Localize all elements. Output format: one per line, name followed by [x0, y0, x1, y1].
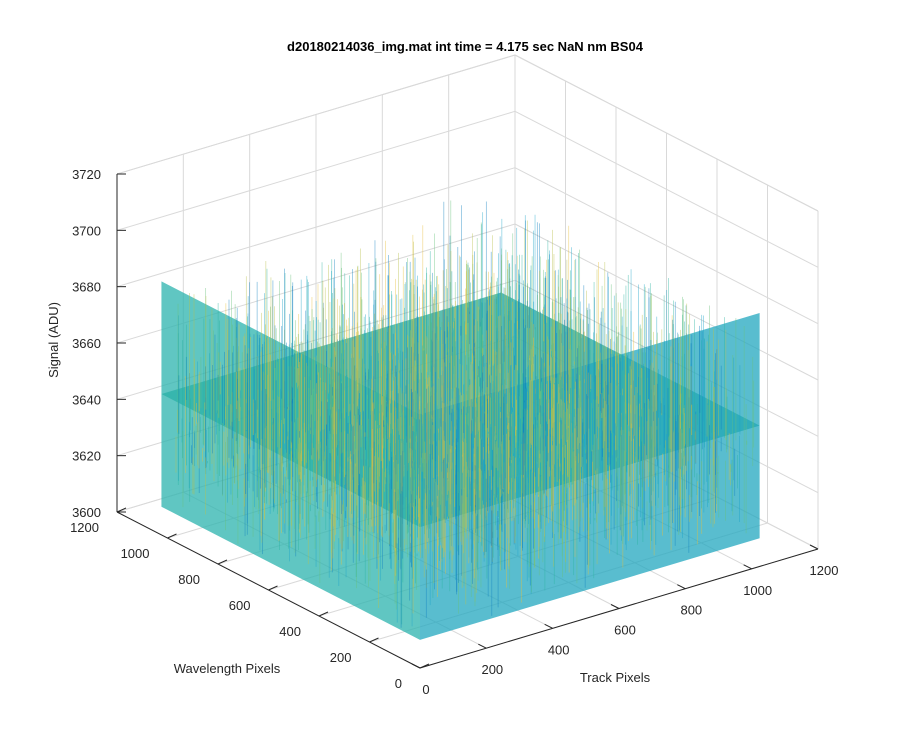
x-axis-label: Track Pixels: [580, 670, 651, 685]
y-axis-label: Wavelength Pixels: [174, 661, 281, 676]
z-tick-label: 3700: [72, 223, 101, 238]
tick-labels: 0 200 400 600 800 1000 1200 0 200 400 600 800 1000 12…: [70, 167, 838, 697]
y-tick-label: 0: [395, 676, 402, 691]
z-tick-label: 3720: [72, 167, 101, 182]
x-tick: [809, 544, 819, 550]
y-tick: [217, 559, 228, 565]
y-tick-label: 1000: [121, 546, 150, 561]
y-tick-label: 400: [279, 624, 301, 639]
grid-line: [514, 110, 819, 268]
y-tick-label: 1200: [70, 520, 99, 535]
x-tick: [478, 643, 487, 649]
x-tick-label: 1000: [743, 583, 772, 598]
x-tick-label: 400: [548, 642, 570, 657]
x-tick-label: 600: [614, 623, 636, 638]
x-tick: [743, 564, 752, 570]
y-tick: [167, 533, 177, 539]
x-tick: [544, 623, 553, 629]
grid-line: [116, 110, 516, 231]
grid-line: [116, 54, 516, 175]
grid-line: [514, 167, 819, 325]
y-tick: [419, 663, 430, 669]
chart-title: d20180214036_img.mat int time = 4.175 se…: [287, 39, 644, 54]
grid-line: [514, 54, 819, 212]
z-axis-label: Signal (ADU): [46, 302, 61, 378]
x-tick-label: 800: [680, 603, 702, 618]
z-tick-label: 3600: [72, 505, 101, 520]
x-tick-label: 0: [422, 682, 429, 697]
y-tick: [116, 507, 127, 513]
x-tick-label: 200: [481, 662, 503, 677]
x-tick-label: 1200: [810, 563, 839, 578]
z-tick-label: 3680: [72, 280, 101, 295]
x-tick: [677, 584, 686, 590]
y-tick: [318, 611, 329, 617]
surface-mesh: [161, 200, 760, 640]
z-tick-label: 3620: [72, 449, 101, 464]
x-tick: [411, 663, 421, 669]
axes: [116, 173, 819, 669]
z-tick-label: 3640: [72, 392, 101, 407]
grid-line: [116, 167, 516, 288]
x-tick: [610, 604, 620, 609]
y-tick-label: 800: [178, 572, 200, 587]
z-tick-label: 3660: [72, 336, 101, 351]
y-tick-label: 600: [229, 598, 251, 613]
y-tick: [268, 585, 278, 591]
y-tick: [369, 637, 379, 643]
y-tick-label: 200: [330, 650, 352, 665]
